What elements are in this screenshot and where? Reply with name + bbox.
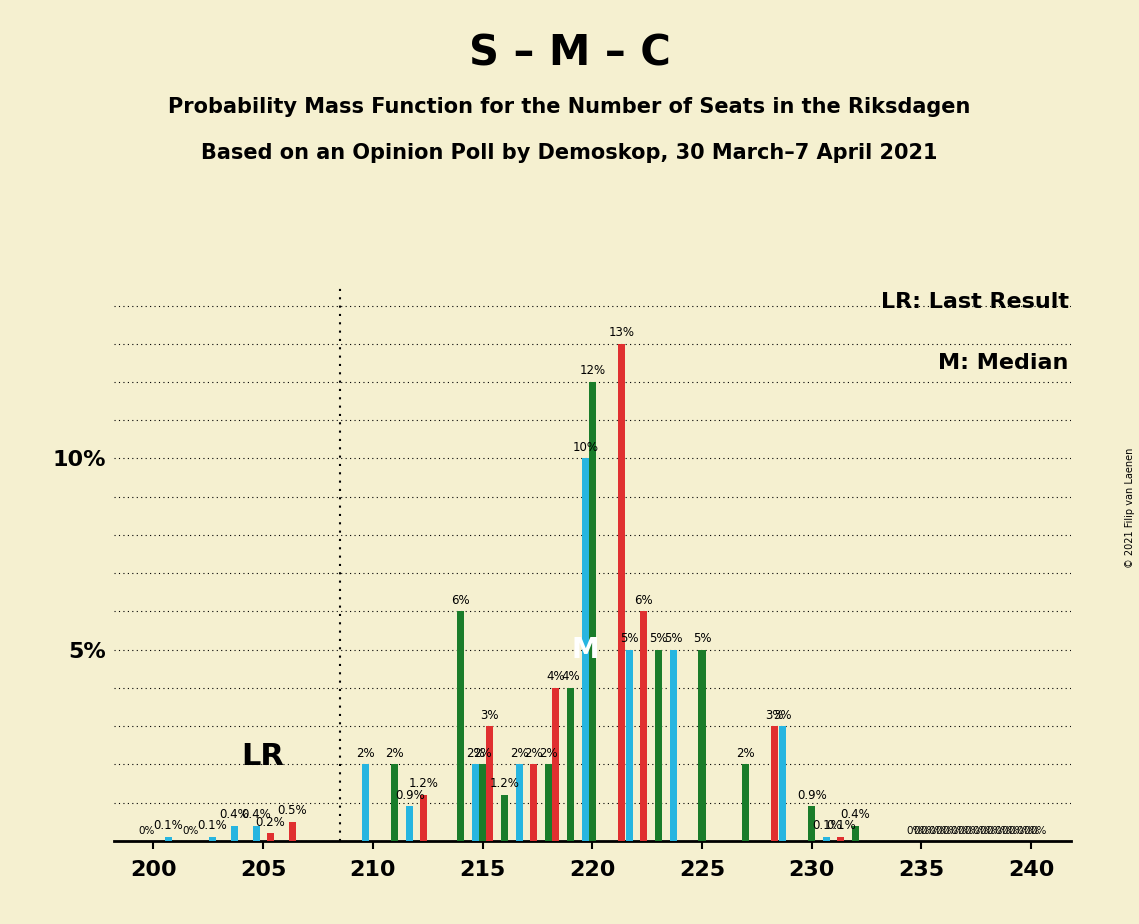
Text: 13%: 13% (608, 326, 634, 339)
Text: 0.4%: 0.4% (841, 808, 870, 821)
Text: 3%: 3% (773, 709, 792, 722)
Text: M: Median: M: Median (939, 353, 1068, 373)
Text: 5%: 5% (664, 632, 682, 645)
Bar (655, 650, 662, 841)
Bar (288, 821, 296, 841)
Text: 0%: 0% (935, 826, 951, 836)
Bar (837, 837, 844, 841)
Text: 0%: 0% (1023, 826, 1040, 836)
Text: 5%: 5% (649, 632, 667, 645)
Text: 2%: 2% (473, 747, 492, 760)
Text: © 2021 Filip van Laenen: © 2021 Filip van Laenen (1125, 448, 1134, 568)
Text: 6%: 6% (634, 594, 653, 607)
Bar (640, 612, 647, 841)
Bar (253, 825, 260, 841)
Text: LR: LR (241, 742, 284, 772)
Text: 1.2%: 1.2% (490, 777, 519, 790)
Text: 0%: 0% (942, 826, 959, 836)
Text: M: M (572, 636, 599, 663)
Text: 3%: 3% (765, 709, 784, 722)
Bar (552, 687, 559, 841)
Text: Based on an Opinion Poll by Demoskop, 30 March–7 April 2021: Based on an Opinion Poll by Demoskop, 30… (202, 143, 937, 164)
Text: 0.1%: 0.1% (197, 820, 227, 833)
Bar (407, 807, 413, 841)
Text: 0%: 0% (1016, 826, 1032, 836)
Text: 10%: 10% (572, 441, 598, 454)
Bar (457, 612, 464, 841)
Text: 0%: 0% (1008, 826, 1024, 836)
Bar (544, 764, 552, 841)
Bar (486, 726, 493, 841)
Text: 2%: 2% (385, 747, 404, 760)
Bar (625, 650, 632, 841)
Text: LR: Last Result: LR: Last Result (880, 292, 1068, 312)
Text: 0%: 0% (1001, 826, 1017, 836)
Bar (480, 764, 486, 841)
Bar (267, 833, 273, 841)
Bar (516, 764, 523, 841)
Text: 0.4%: 0.4% (220, 808, 249, 821)
Bar (809, 807, 816, 841)
Text: 0%: 0% (138, 826, 155, 836)
Bar (392, 764, 399, 841)
Bar (530, 764, 536, 841)
Bar (420, 795, 427, 841)
Bar (208, 837, 215, 841)
Text: 5%: 5% (620, 632, 638, 645)
Bar (589, 382, 596, 841)
Text: 0.4%: 0.4% (241, 808, 271, 821)
Bar (823, 837, 830, 841)
Text: 0%: 0% (907, 826, 923, 836)
Text: 0%: 0% (980, 826, 995, 836)
Bar (501, 795, 508, 841)
Text: Probability Mass Function for the Number of Seats in the Riksdagen: Probability Mass Function for the Number… (169, 97, 970, 117)
Text: S – M – C: S – M – C (468, 32, 671, 74)
Bar (165, 837, 172, 841)
Text: 2%: 2% (357, 747, 375, 760)
Text: 0.1%: 0.1% (154, 820, 183, 833)
Text: 0%: 0% (986, 826, 1002, 836)
Text: 12%: 12% (580, 364, 605, 377)
Bar (472, 764, 480, 841)
Text: 5%: 5% (693, 632, 711, 645)
Text: 2%: 2% (524, 747, 543, 760)
Text: 0%: 0% (972, 826, 989, 836)
Bar (230, 825, 238, 841)
Text: 2%: 2% (510, 747, 528, 760)
Text: 0%: 0% (182, 826, 198, 836)
Bar (567, 687, 574, 841)
Text: 0%: 0% (920, 826, 936, 836)
Text: 0%: 0% (1030, 826, 1047, 836)
Text: 2%: 2% (466, 747, 485, 760)
Text: 0%: 0% (964, 826, 981, 836)
Text: 0.1%: 0.1% (812, 820, 842, 833)
Text: 0%: 0% (950, 826, 967, 836)
Text: 0.9%: 0.9% (395, 789, 425, 802)
Text: 0%: 0% (928, 826, 944, 836)
Text: 0%: 0% (913, 826, 929, 836)
Text: 2%: 2% (539, 747, 558, 760)
Bar (743, 764, 749, 841)
Text: 4%: 4% (562, 670, 580, 684)
Text: 2%: 2% (737, 747, 755, 760)
Text: 1.2%: 1.2% (409, 777, 439, 790)
Bar (362, 764, 369, 841)
Text: 0.9%: 0.9% (797, 789, 827, 802)
Bar (771, 726, 778, 841)
Bar (582, 458, 589, 841)
Text: 6%: 6% (451, 594, 470, 607)
Text: 4%: 4% (546, 670, 565, 684)
Bar (617, 344, 625, 841)
Bar (779, 726, 786, 841)
Text: 0%: 0% (957, 826, 974, 836)
Bar (852, 825, 859, 841)
Bar (670, 650, 677, 841)
Text: 0.5%: 0.5% (277, 804, 306, 817)
Text: 0%: 0% (994, 826, 1010, 836)
Text: 0.2%: 0.2% (255, 816, 285, 829)
Text: 3%: 3% (481, 709, 499, 722)
Text: 0.1%: 0.1% (826, 820, 855, 833)
Bar (698, 650, 705, 841)
